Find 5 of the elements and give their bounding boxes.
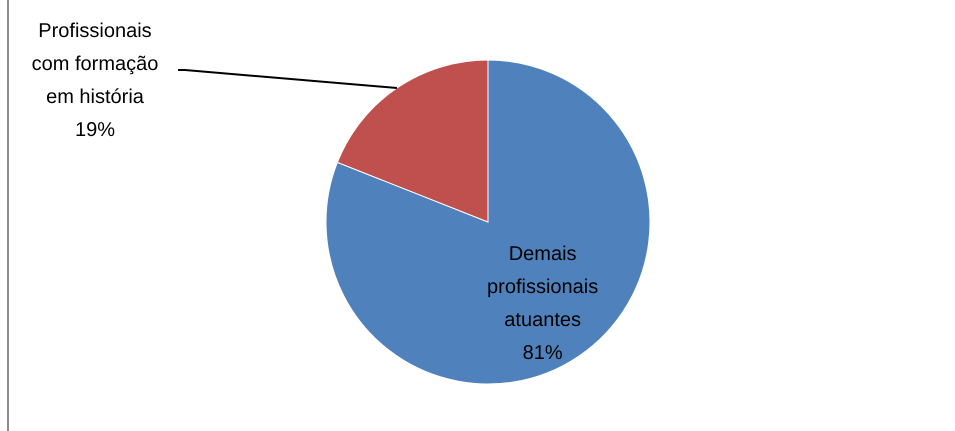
slice-label: Demais profissionais atuantes	[487, 242, 598, 331]
pie-slice	[326, 60, 650, 384]
data-label: 81%	[522, 342, 563, 364]
data-label: 19%	[74, 119, 116, 141]
slice-label: Profissionais com formação em história	[32, 20, 158, 108]
